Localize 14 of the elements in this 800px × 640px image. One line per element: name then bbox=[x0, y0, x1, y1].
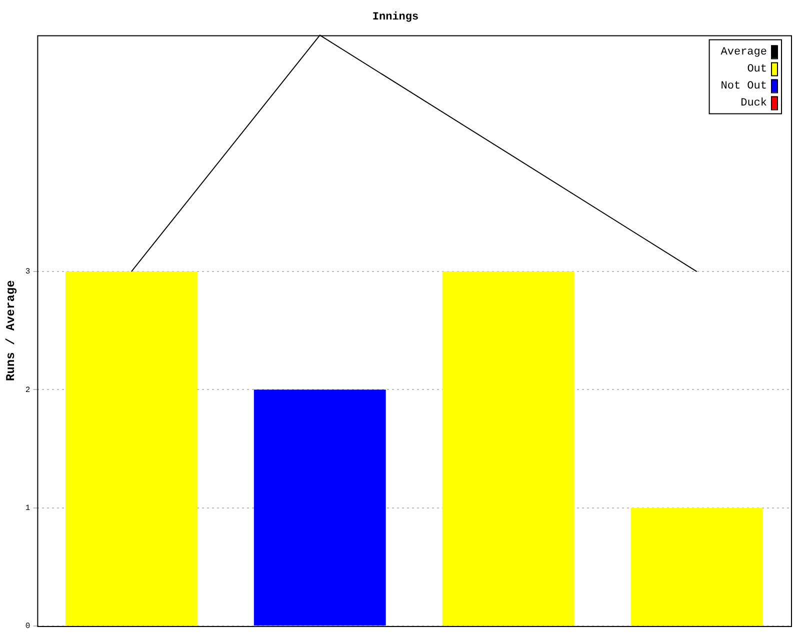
y-axis-title: Runs / Average bbox=[4, 280, 18, 382]
legend-label: Out bbox=[747, 64, 767, 76]
legend-label: Duck bbox=[740, 98, 768, 110]
y-tick-label: 3 bbox=[25, 268, 30, 277]
y-tick-label: 2 bbox=[25, 386, 30, 395]
bar bbox=[630, 508, 763, 626]
chart-title: Innings bbox=[372, 11, 419, 24]
y-tick-label: 0 bbox=[25, 622, 30, 632]
bar bbox=[442, 272, 574, 626]
legend-label: Not Out bbox=[720, 80, 767, 93]
bar bbox=[65, 272, 198, 626]
legend-label: Average bbox=[720, 46, 767, 59]
bar bbox=[254, 390, 386, 626]
y-tick-label: 1 bbox=[25, 504, 30, 513]
